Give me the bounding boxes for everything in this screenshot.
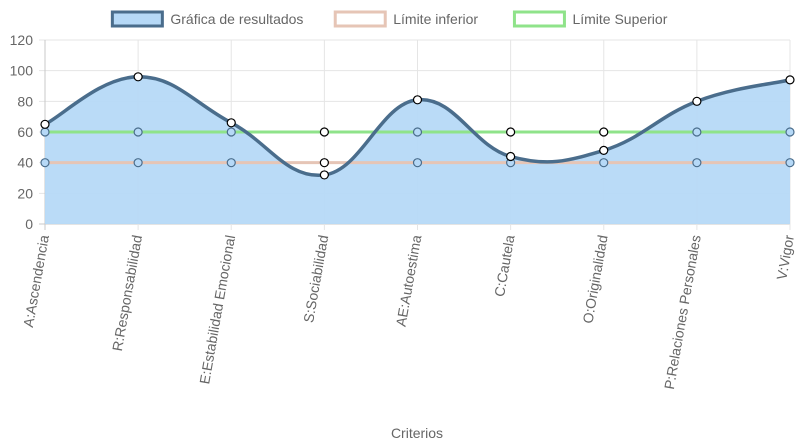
data-point[interactable] bbox=[226, 158, 236, 168]
data-point[interactable] bbox=[412, 158, 423, 168]
legend-swatch bbox=[110, 10, 164, 28]
x-axis-title: Criterios bbox=[391, 425, 443, 441]
data-point[interactable] bbox=[40, 119, 50, 129]
legend-label: Límite inferior bbox=[393, 11, 478, 27]
x-tick-label: C:Cautela bbox=[491, 234, 518, 298]
x-tick-label: V:Vigor bbox=[773, 233, 795, 281]
data-point[interactable] bbox=[785, 158, 795, 168]
y-tick-label: 40 bbox=[17, 155, 33, 171]
data-point[interactable] bbox=[506, 151, 516, 162]
y-tick-label: 120 bbox=[10, 32, 34, 48]
data-point[interactable] bbox=[785, 75, 795, 85]
legend-swatch bbox=[333, 10, 387, 28]
x-tick-label: S:Sociabilidad bbox=[300, 234, 331, 324]
data-point[interactable] bbox=[692, 127, 702, 137]
y-tick-label: 80 bbox=[17, 93, 33, 109]
data-point[interactable] bbox=[506, 127, 516, 137]
x-tick-label: A:Ascendencia bbox=[20, 234, 52, 329]
data-point[interactable] bbox=[692, 158, 702, 168]
data-point[interactable] bbox=[412, 127, 423, 137]
data-point[interactable] bbox=[692, 96, 702, 106]
y-tick-label: 100 bbox=[10, 63, 34, 79]
data-point[interactable] bbox=[319, 158, 329, 168]
data-point[interactable] bbox=[785, 127, 795, 137]
data-point[interactable] bbox=[133, 158, 143, 168]
x-tick-label: E:Estabilidad Emocional bbox=[196, 234, 238, 385]
data-point[interactable] bbox=[319, 170, 329, 180]
data-point[interactable] bbox=[226, 127, 236, 137]
y-tick-label: 60 bbox=[17, 124, 33, 140]
x-tick-label: P:Relaciones Personales bbox=[661, 234, 704, 391]
data-point[interactable] bbox=[133, 127, 143, 137]
fill-layer bbox=[45, 76, 790, 224]
data-point[interactable] bbox=[226, 118, 236, 128]
data-point[interactable] bbox=[599, 145, 609, 155]
data-point[interactable] bbox=[133, 72, 143, 82]
x-axis-ticks: A:Ascendencia R:Responsabilidad E:Estabili… bbox=[20, 233, 795, 390]
legend-item-0[interactable]: Gráfica de resultados bbox=[110, 10, 303, 28]
legend-label: Límite Superior bbox=[572, 11, 667, 27]
series-line-0 bbox=[44, 75, 791, 177]
x-tick-label: AE:Autoestima bbox=[393, 234, 425, 328]
x-tick-label: O:Originalidad bbox=[579, 234, 610, 325]
y-tick-label: 20 bbox=[17, 185, 33, 201]
y-axis-ticks: 0 20 40 60 80 100 120 bbox=[10, 32, 34, 232]
data-point[interactable] bbox=[40, 127, 50, 137]
data-point[interactable] bbox=[319, 127, 329, 137]
data-point[interactable] bbox=[599, 127, 609, 137]
points-layer bbox=[40, 72, 795, 180]
legend-item-1[interactable]: Límite inferior bbox=[333, 10, 478, 28]
data-point[interactable] bbox=[40, 158, 50, 168]
data-point[interactable] bbox=[412, 95, 423, 105]
data-point[interactable] bbox=[599, 158, 609, 168]
legend-item-2[interactable]: Límite Superior bbox=[512, 10, 668, 28]
x-tick-label: R:Responsabilidad bbox=[109, 234, 145, 353]
y-tick-label: 0 bbox=[25, 216, 33, 232]
series-area-0 bbox=[45, 76, 790, 224]
legend-swatch bbox=[512, 10, 566, 28]
legend: Gráfica de resultados Límite inferior Lími… bbox=[110, 10, 668, 28]
legend-label: Gráfica de resultados bbox=[170, 11, 303, 27]
